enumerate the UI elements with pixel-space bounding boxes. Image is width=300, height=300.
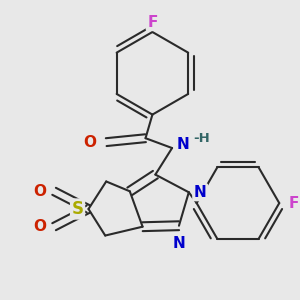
- Text: O: O: [83, 135, 96, 150]
- Text: N: N: [177, 136, 190, 152]
- Text: O: O: [33, 219, 46, 234]
- Text: N: N: [172, 236, 185, 250]
- Text: N: N: [194, 185, 206, 200]
- Text: O: O: [33, 184, 46, 199]
- Text: S: S: [72, 200, 84, 218]
- Text: F: F: [147, 15, 158, 30]
- Text: F: F: [289, 196, 299, 211]
- Text: -H: -H: [194, 132, 211, 145]
